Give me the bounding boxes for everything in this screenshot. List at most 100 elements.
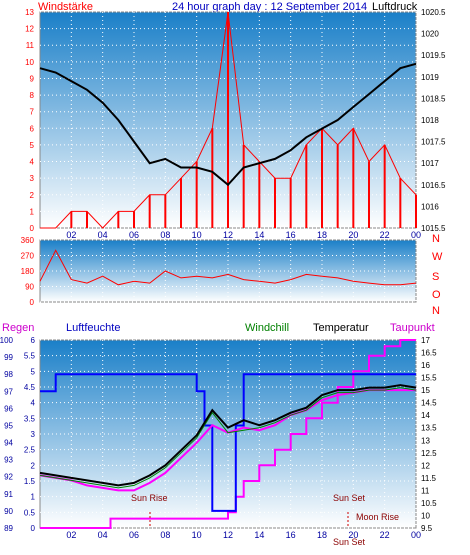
x-tick-label: 18: [317, 230, 327, 240]
regen-tick-label: 5.5: [24, 352, 36, 361]
wind-tick-label: 3: [30, 174, 35, 183]
regen-tick-label: 3.5: [24, 414, 36, 423]
x-tick-label: 06: [129, 230, 139, 240]
humidity-tick-label: 100: [0, 336, 14, 345]
wind-tick-label: 8: [30, 91, 35, 100]
temperature-tick-label: 17: [421, 336, 430, 345]
pressure-tick-label: 1018.5: [421, 94, 446, 103]
humidity-tick-label: 98: [4, 370, 13, 379]
chart-title: 24 hour graph day : 12 September 2014: [172, 1, 367, 13]
wind-tick-label: 1: [30, 207, 35, 216]
x-tick-label: 00: [411, 530, 421, 540]
temperature-tick-label: 11.5: [421, 474, 437, 483]
wind-direction-line: [39, 249, 417, 286]
sun-rise-label: Sun Rise: [131, 493, 168, 503]
taupunkt-label: Taupunkt: [390, 322, 435, 334]
regen-tick-label: 2.5: [24, 446, 36, 455]
direction-letter: N: [432, 305, 440, 317]
regen-tick-label: 1: [31, 493, 36, 502]
windchill-label: Windchill: [245, 322, 289, 334]
sun-set-label: Sun Set: [333, 493, 366, 503]
pressure-tick-label: 1016: [421, 202, 439, 211]
pressure-tick-label: 1017.5: [421, 138, 446, 147]
regen-tick-label: 0.5: [24, 508, 36, 517]
wind-tick-label: 13: [25, 8, 34, 17]
humidity-tick-label: 96: [4, 404, 13, 413]
temperature-tick-label: 15: [421, 386, 430, 395]
temperature-tick-label: 14.5: [421, 399, 437, 408]
humidity-tick-label: 95: [4, 421, 13, 430]
direction-tick-label: 270: [21, 252, 35, 261]
x-tick-label: 06: [129, 530, 139, 540]
x-tick-label: 14: [254, 530, 264, 540]
temperature-tick-label: 12: [421, 461, 430, 470]
windchill-line: [39, 387, 417, 489]
wind-tick-label: 2: [30, 191, 35, 200]
regen-tick-label: 1.5: [24, 477, 36, 486]
wind-tick-label: 5: [30, 141, 35, 150]
windstaerke-label: Windstärke: [38, 1, 93, 13]
x-tick-label: 08: [160, 530, 170, 540]
x-tick-label: 02: [66, 530, 76, 540]
wind-tick-label: 6: [30, 124, 35, 133]
luftfeuchte-label: Luftfeuchte: [66, 322, 120, 334]
pressure-tick-label: 1016.5: [421, 181, 446, 190]
x-tick-label: 18: [317, 530, 327, 540]
temperature-tick-label: 15.5: [421, 374, 437, 383]
sun-set-bottom-label: Sun Set: [333, 537, 366, 547]
direction-letter: W: [432, 251, 443, 263]
x-tick-label: 10: [192, 530, 202, 540]
regen-tick-label: 4: [31, 399, 36, 408]
direction-tick-label: 90: [25, 283, 34, 292]
humidity-tick-label: 92: [4, 473, 13, 482]
humidity-tick-label: 94: [4, 439, 13, 448]
x-tick-label: 08: [160, 230, 170, 240]
x-tick-label: 02: [66, 230, 76, 240]
pressure-tick-label: 1019.5: [421, 51, 446, 60]
pressure-line: [39, 62, 417, 187]
temperature-tick-label: 10.5: [421, 499, 437, 508]
x-tick-label: 04: [98, 530, 108, 540]
pressure-tick-label: 1020: [421, 30, 439, 39]
pressure-tick-label: 1020.5: [421, 8, 446, 17]
regen-tick-label: 2: [31, 461, 36, 470]
humidity-tick-label: 99: [4, 353, 13, 362]
x-tick-label: 12: [223, 530, 233, 540]
temperature-tick-label: 14: [421, 411, 430, 420]
rain-line: [40, 339, 416, 529]
temperature-tick-label: 11: [421, 486, 430, 495]
humidity-tick-label: 97: [4, 387, 13, 396]
x-tick-label: 16: [286, 230, 296, 240]
x-tick-label: 22: [380, 530, 390, 540]
temperature-tick-label: 13: [421, 436, 430, 445]
regen-tick-label: 6: [31, 336, 36, 345]
x-tick-label: 22: [380, 230, 390, 240]
direction-tick-label: 180: [21, 267, 35, 276]
temperatur-label: Temperatur: [313, 322, 369, 334]
x-tick-label: 04: [98, 230, 108, 240]
humidity-tick-label: 91: [4, 490, 13, 499]
x-tick-label: 12: [223, 230, 233, 240]
temperature-tick-label: 16: [421, 361, 430, 370]
x-tick-label: 20: [348, 230, 358, 240]
regen-tick-label: 4.5: [24, 383, 36, 392]
humidity-tick-label: 93: [4, 456, 13, 465]
wind-tick-label: 12: [25, 25, 34, 34]
luftdruck-label: Luftdruck: [372, 1, 418, 13]
wind-tick-label: 4: [30, 158, 35, 167]
wind-tick-label: 0: [30, 224, 35, 233]
direction-tick-label: 360: [21, 236, 35, 245]
pressure-tick-label: 1018: [421, 116, 439, 125]
x-tick-label: 00: [411, 230, 421, 240]
temperature-tick-label: 16.5: [421, 349, 437, 358]
wind-tick-label: 9: [30, 74, 35, 83]
wind-tick-label: 10: [25, 58, 34, 67]
wind-tick-label: 11: [26, 41, 35, 50]
direction-tick-label: 0: [30, 298, 35, 307]
pressure-tick-label: 1019: [421, 73, 439, 82]
humidity-tick-label: 89: [4, 524, 13, 533]
x-tick-label: 20: [348, 530, 358, 540]
regen-tick-label: 3: [31, 430, 36, 439]
temperature-line: [39, 384, 417, 487]
regen-tick-label: 5: [31, 367, 36, 376]
